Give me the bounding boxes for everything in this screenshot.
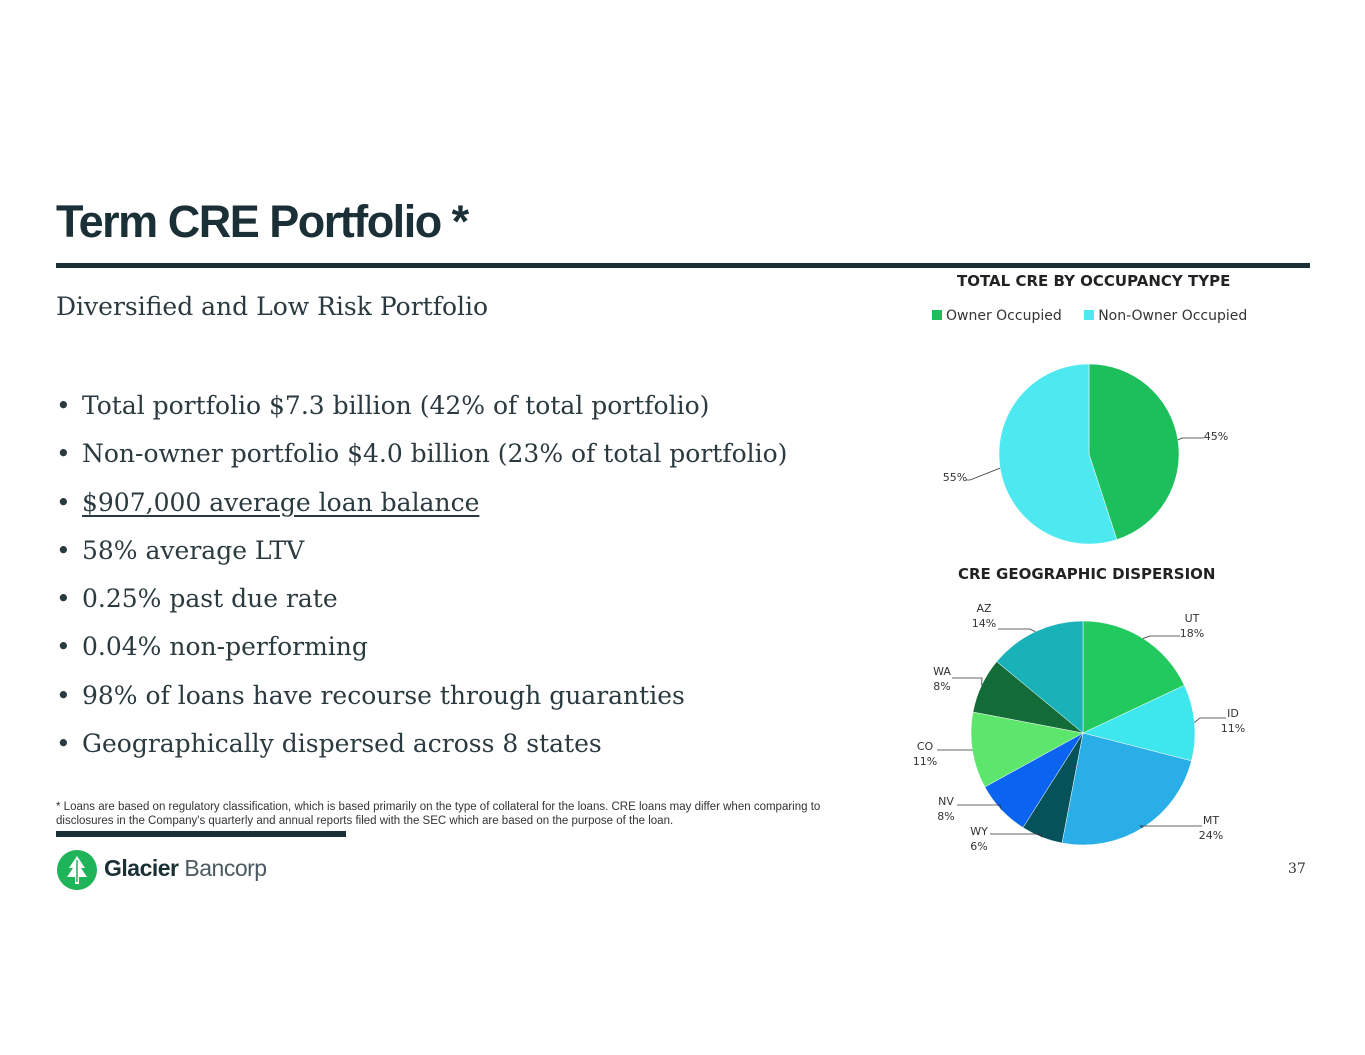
slice-category-label: UT — [1185, 612, 1200, 625]
bullet-dot-icon: • — [56, 535, 71, 565]
bullet-text: Non-owner portfolio $4.0 billion (23% of… — [82, 439, 788, 469]
legend-item-non-owner: Non-Owner Occupied — [1084, 308, 1247, 324]
leader-line — [1139, 825, 1202, 828]
bullet-dot-icon: • — [56, 729, 71, 759]
slice-percent-label: 8% — [937, 810, 954, 823]
company-logo: Glacier Bancorp — [56, 849, 276, 891]
slice-category-label: NV — [938, 795, 954, 808]
bullet-dot-icon: • — [56, 584, 71, 614]
occupancy-legend: Owner Occupied Non-Owner Occupied — [932, 308, 1265, 324]
leader-line — [952, 677, 983, 686]
bullet-dot-icon: • — [56, 391, 71, 420]
bullet-item: • Non-owner portfolio $4.0 billion (23% o… — [56, 436, 787, 484]
bullet-item: • 98% of loans have recourse through guar… — [56, 678, 787, 726]
footer-divider — [56, 831, 346, 837]
leader-line — [1194, 717, 1226, 723]
geographic-chart-title: CRE GEOGRAPHIC DISPERSION — [958, 565, 1216, 583]
slice-category-label: WA — [933, 665, 951, 678]
bullet-item: • 0.25% past due rate — [56, 581, 787, 629]
bullet-item: • 0.04% non-performing — [56, 629, 787, 677]
bullet-text: 0.04% non-performing — [82, 632, 368, 662]
slice-category-label: ID — [1227, 707, 1239, 720]
leader-line — [966, 467, 1001, 481]
page-subtitle: Diversified and Low Risk Portfolio — [56, 292, 489, 321]
leader-line — [957, 804, 1002, 810]
occupancy-chart-title: TOTAL CRE BY OCCUPANCY TYPE — [957, 272, 1231, 290]
bullet-item: • Geographically dispersed across 8 state… — [56, 726, 787, 774]
bullet-text: Geographically dispersed across 8 states — [82, 729, 602, 759]
pie-slice-co — [970, 711, 1084, 788]
glacier-tree-logo-icon — [57, 850, 97, 890]
slice-category-label: MT — [1203, 814, 1219, 827]
bullet-item: • $907,000 average loan balance — [56, 485, 787, 533]
leader-line — [1177, 437, 1204, 441]
bullet-text: 58% average LTV — [82, 535, 305, 565]
bullet-dot-icon: • — [56, 632, 71, 662]
leader-line — [998, 628, 1036, 633]
slice-category-label: CO — [917, 740, 934, 753]
bullet-dot-icon: • — [56, 680, 71, 710]
slice-percent-label: 11% — [1221, 722, 1245, 735]
slice-percent-label: 55% — [943, 471, 967, 484]
leader-line — [990, 833, 1043, 838]
logo-name-light: Bancorp — [184, 855, 267, 881]
logo-wordmark: Glacier Bancorp — [104, 855, 267, 882]
pie-slice-ut — [1082, 620, 1185, 734]
bullet-item: • 58% average LTV — [56, 533, 787, 581]
leader-line — [937, 749, 973, 751]
bullet-text: 98% of loans have recourse through guara… — [82, 680, 685, 710]
slice-percent-label: 6% — [970, 840, 987, 853]
pie-slice-id — [1082, 684, 1196, 762]
bullet-item: • Total portfolio $7.3 billion (42% of to… — [56, 388, 787, 436]
bullet-text: $907,000 average loan balance — [82, 487, 480, 517]
bullet-text: Total portfolio $7.3 billion (42% of tot… — [82, 391, 710, 420]
slice-percent-label: 8% — [933, 680, 950, 693]
slice-category-label: WY — [970, 825, 988, 838]
leader-line — [1142, 635, 1180, 639]
legend-label: Non-Owner Occupied — [1098, 308, 1248, 324]
legend-label: Owner Occupied — [946, 308, 1062, 324]
footnote: * Loans are based on regulatory classifi… — [56, 801, 821, 827]
pie-slice-az — [996, 620, 1084, 734]
slice-category-label: AZ — [976, 602, 992, 615]
bullet-dot-icon: • — [56, 439, 71, 469]
slice-percent-label: 18% — [1180, 627, 1204, 640]
bullet-text: 0.25% past due rate — [82, 584, 338, 614]
logo-name-bold: Glacier — [104, 855, 179, 881]
pie-slice-owner-occupied — [1088, 363, 1180, 540]
slice-percent-label: 11% — [913, 755, 937, 768]
title-divider — [56, 263, 1310, 268]
page-title: Term CRE Portfolio * — [56, 196, 469, 247]
page-number: 37 — [1288, 861, 1306, 877]
slice-percent-label: 14% — [972, 617, 996, 630]
slice-percent-label: 45% — [1204, 430, 1228, 443]
bullet-dot-icon: • — [56, 487, 71, 517]
slice-percent-label: 24% — [1199, 829, 1223, 842]
bullet-list: • Total portfolio $7.3 billion (42% of to… — [56, 388, 787, 774]
legend-swatch — [932, 310, 942, 320]
legend-swatch — [1084, 310, 1095, 320]
legend-item-owner: Owner Occupied — [932, 308, 1062, 324]
